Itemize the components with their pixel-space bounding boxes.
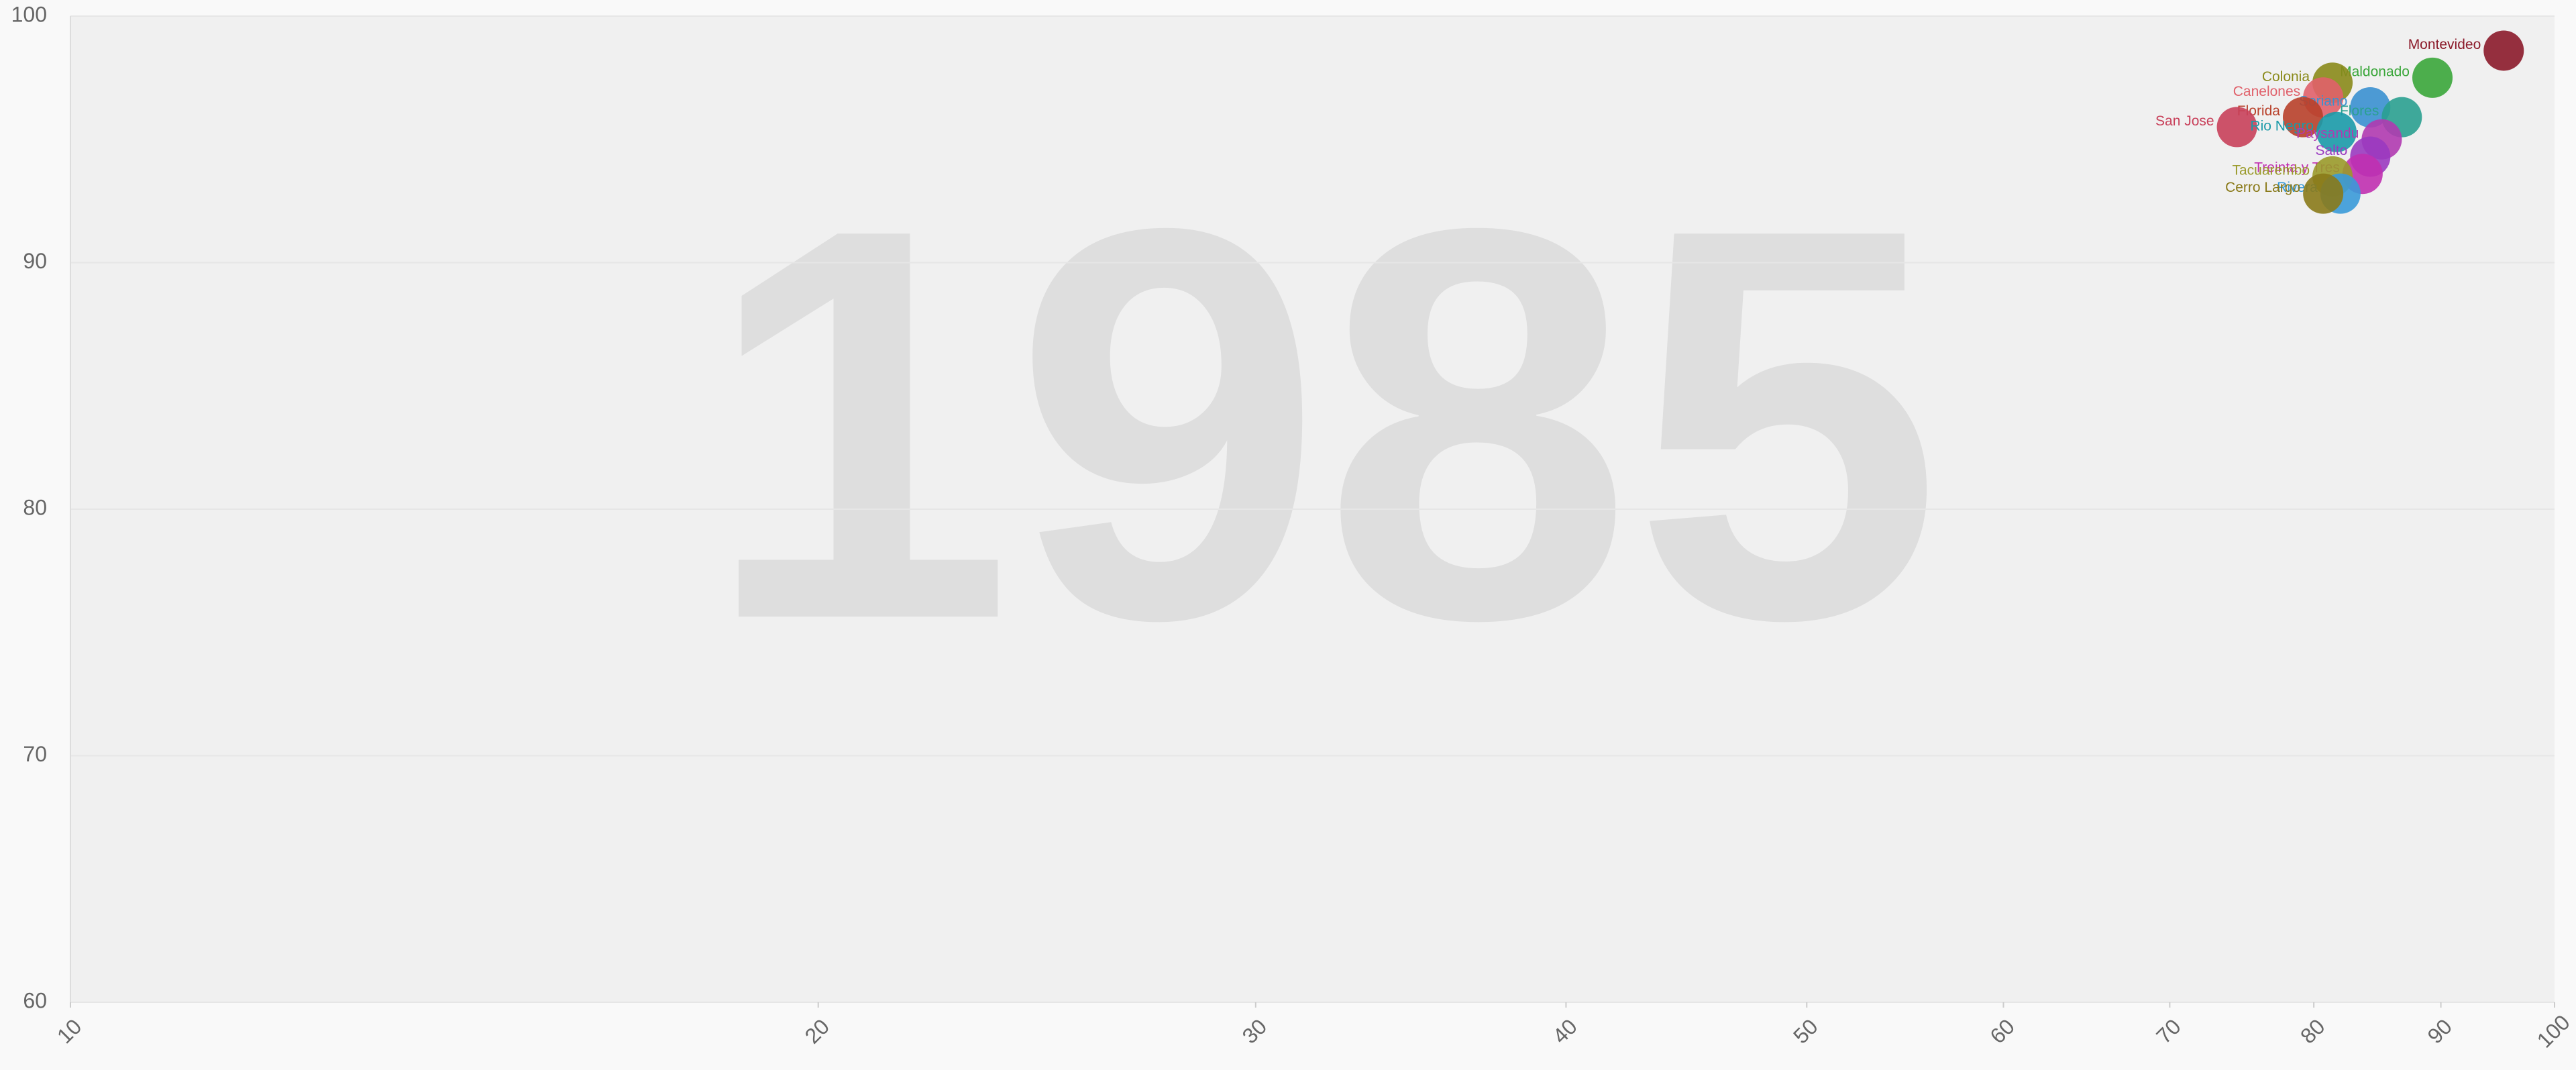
bubble-label: San Jose bbox=[2155, 113, 2214, 129]
x-tick-label: 90 bbox=[2422, 1014, 2457, 1049]
bubble-label: Salto bbox=[2315, 143, 2347, 158]
x-tick-label: 50 bbox=[1788, 1014, 1823, 1049]
bubble bbox=[2412, 57, 2453, 98]
x-tick-label: 40 bbox=[1548, 1014, 1582, 1049]
bubble-label: Rio Negro bbox=[2250, 118, 2314, 133]
x-tick-label: 20 bbox=[800, 1014, 835, 1049]
bubble-label: Canelones bbox=[2233, 84, 2300, 99]
year-watermark: 1985 bbox=[704, 113, 1942, 735]
y-tick-label: 60 bbox=[23, 988, 47, 1012]
bubble-label: Tacuarembo bbox=[2232, 162, 2310, 178]
y-tick-label: 70 bbox=[23, 742, 47, 766]
x-tick-label: 80 bbox=[2296, 1014, 2330, 1049]
bubble bbox=[2316, 111, 2357, 152]
bubble-label: Flores bbox=[2340, 103, 2379, 119]
y-tick-label: 80 bbox=[23, 495, 47, 519]
bubble-label: Cerro Largo bbox=[2225, 180, 2300, 195]
bubble-label: Montevideo bbox=[2408, 37, 2481, 52]
x-tick-label: 30 bbox=[1238, 1014, 1272, 1049]
bubble-label: Paysandu bbox=[2296, 125, 2359, 141]
y-tick-label: 90 bbox=[23, 249, 47, 273]
x-tick-label: 70 bbox=[2151, 1014, 2186, 1049]
bubble bbox=[2483, 30, 2524, 71]
bubble-label: Maldonado bbox=[2340, 64, 2410, 79]
bubble bbox=[2282, 97, 2323, 138]
x-tick-label: 100 bbox=[2532, 1010, 2575, 1053]
bubble bbox=[2216, 107, 2257, 148]
x-tick-label: 60 bbox=[1985, 1014, 2019, 1049]
y-tick-label: 100 bbox=[11, 2, 47, 26]
bubble bbox=[2350, 87, 2391, 127]
bubble-label: Colonia bbox=[2262, 69, 2310, 85]
bubble bbox=[2303, 173, 2344, 214]
x-tick-label: 10 bbox=[52, 1014, 87, 1049]
